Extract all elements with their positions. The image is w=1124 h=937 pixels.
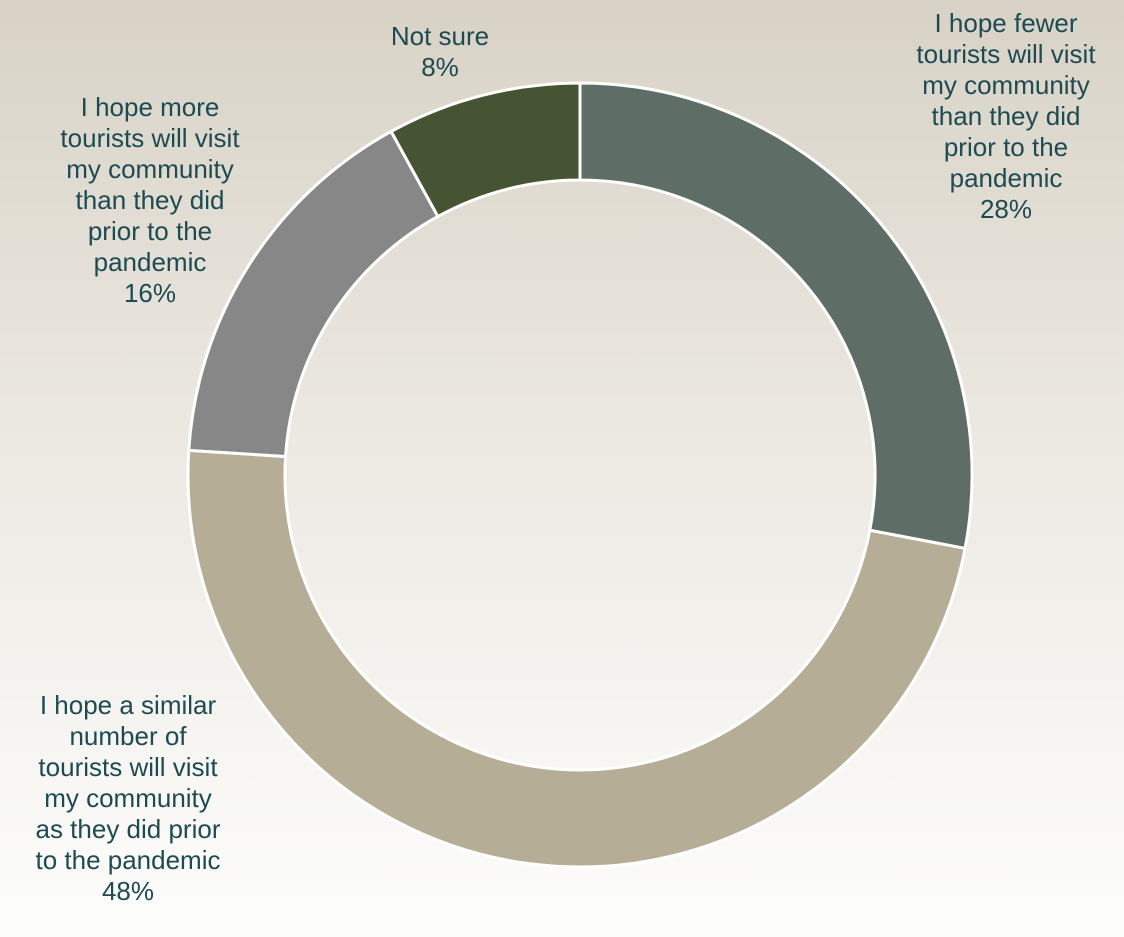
- label-line: tourists will visit: [916, 39, 1096, 69]
- label-line: I hope a similar: [39, 690, 217, 720]
- label-line: tourists will visit: [38, 752, 218, 782]
- label-line: pandemic: [93, 247, 207, 277]
- label-similar-tourists: I hope a similar number of tourists will v…: [0, 690, 256, 907]
- label-line: my community: [44, 783, 212, 813]
- label-line: my community: [66, 154, 234, 184]
- label-more-tourists: I hope more tourists will visit my communi…: [28, 92, 272, 309]
- label-line: tourists will visit: [60, 123, 240, 153]
- label-not-sure: Not sure 8%: [380, 21, 500, 83]
- label-line: I hope fewer: [934, 8, 1078, 38]
- label-line: pandemic: [949, 163, 1063, 193]
- slice-value-label: 8%: [421, 52, 459, 82]
- label-line: Not sure: [390, 21, 490, 51]
- label-line: prior to the: [943, 132, 1069, 162]
- label-line: than they did: [75, 185, 225, 215]
- label-line: prior to the: [87, 216, 213, 246]
- slice-not-sure: [389, 81, 582, 219]
- label-line: I hope more: [80, 92, 220, 122]
- label-line: as they did prior: [35, 814, 221, 844]
- label-line: than they did: [931, 101, 1081, 131]
- label-line: number of: [69, 721, 187, 751]
- label-line: my community: [922, 70, 1090, 100]
- slice-value-label: 48%: [101, 876, 155, 906]
- slice-similar-tourists: [186, 448, 967, 869]
- label-fewer-tourists: I hope fewer tourists will visit my commun…: [888, 8, 1124, 225]
- slice-value-label: 16%: [123, 278, 177, 308]
- label-line: to the pandemic: [35, 845, 221, 875]
- slice-fewer-tourists: [578, 81, 974, 551]
- slice-value-label: 28%: [979, 194, 1033, 224]
